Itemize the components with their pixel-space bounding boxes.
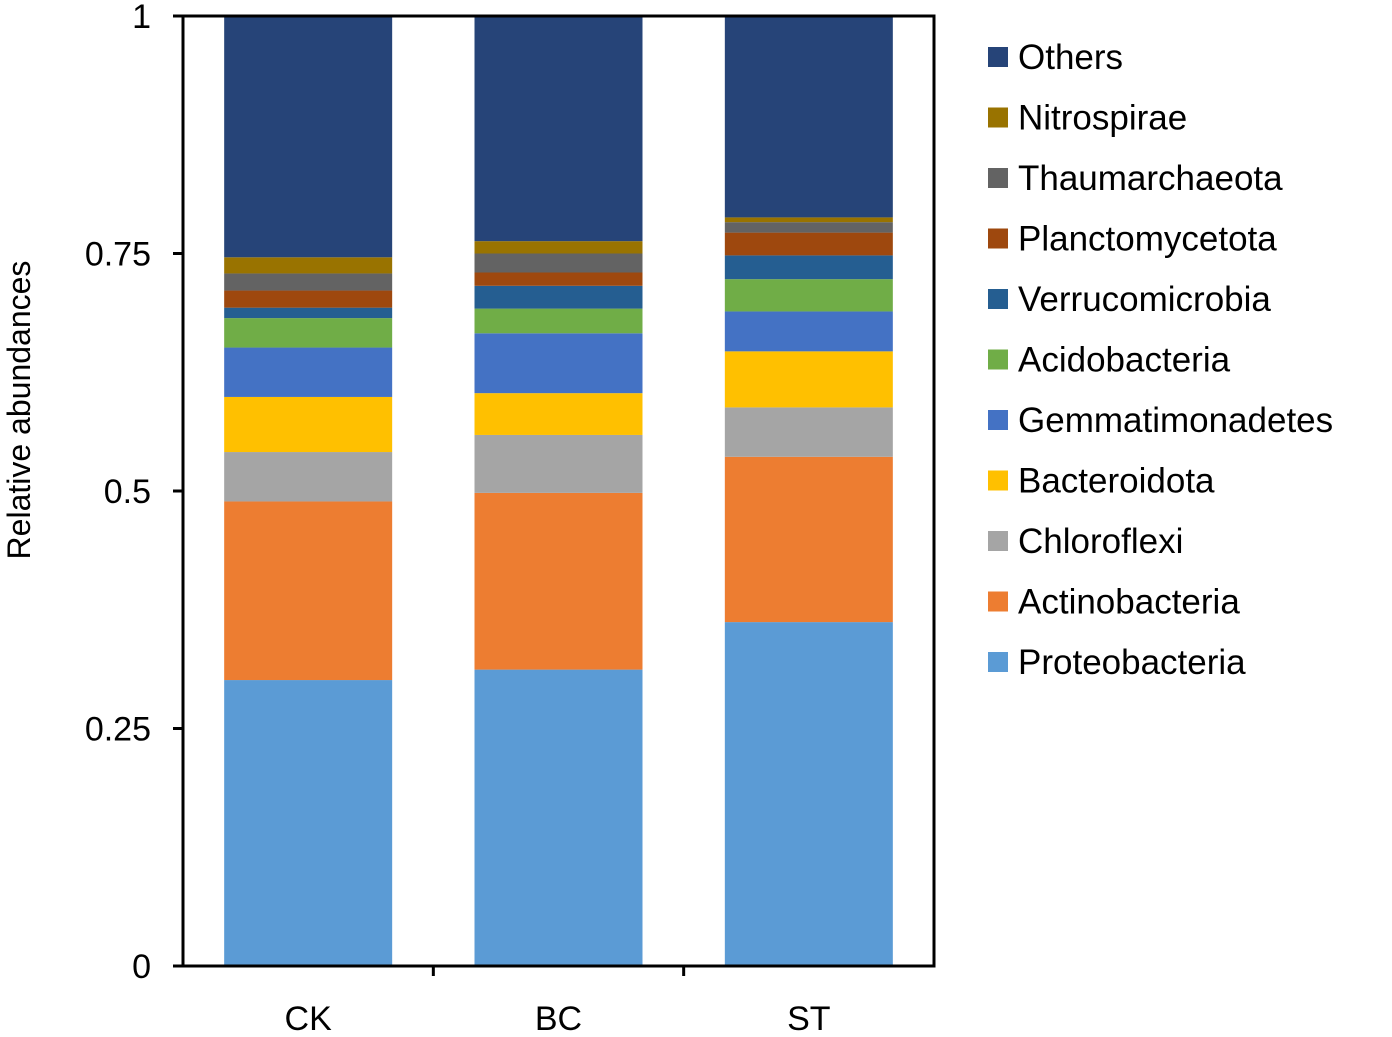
y-tick-label: 0.75 — [85, 236, 151, 274]
y-tick-label: 0.25 — [85, 711, 151, 749]
x-tick-label: CK — [285, 1000, 333, 1032]
bar-segment-ck-nitrospirae — [224, 257, 393, 274]
legend-swatch-thaumarchaeota — [988, 168, 1008, 188]
bar-segment-ck-thaumarchaeota — [224, 273, 393, 291]
bar-segment-ck-chloroflexi — [224, 452, 393, 502]
legend-swatch-nitrospirae — [988, 107, 1008, 128]
x-tick-label: BC — [535, 1000, 582, 1032]
legend-swatch-others — [988, 47, 1008, 67]
legend-label-bacteroidota: Bacteroidota — [1018, 462, 1215, 501]
bar-segment-bc-chloroflexi — [474, 434, 643, 493]
bar-segment-ck-planctomycetota — [224, 290, 393, 308]
bar-segment-ck-proteobacteria — [224, 680, 393, 966]
bar-segment-st-gemmatimonadetes — [724, 311, 893, 352]
legend-swatch-verrucomicrobia — [988, 289, 1008, 309]
bar-segment-bc-actinobacteria — [474, 492, 643, 670]
bar-segment-ck-verrucomicrobia — [224, 307, 393, 319]
bar-segment-st-actinobacteria — [724, 456, 893, 623]
legend-swatch-chloroflexi — [988, 531, 1008, 551]
bar-segment-bc-bacteroidota — [474, 393, 643, 435]
bar-segment-st-acidobacteria — [724, 279, 893, 312]
legend-label-actinobacteria: Actinobacteria — [1018, 583, 1240, 622]
legend-swatch-proteobacteria — [988, 652, 1008, 672]
bar-segment-ck-bacteroidota — [224, 396, 393, 453]
legend: Others Nitrospirae Thaumarchaeota Planctomy… — [988, 38, 1333, 682]
bar-segment-ck-acidobacteria — [224, 318, 393, 348]
bar-segment-bc-acidobacteria — [474, 308, 643, 334]
legend-swatch-bacteroidota — [988, 470, 1008, 491]
bar-segment-ck-gemmatimonadetes — [224, 347, 393, 397]
bar-segment-bc-thaumarchaeota — [474, 253, 643, 273]
legend-swatch-planctomycetota — [988, 228, 1008, 249]
legend-label-nitrospirae: Nitrospirae — [1018, 99, 1187, 138]
legend-swatch-actinobacteria — [988, 591, 1008, 612]
y-axis-title: Relative abundances — [1, 261, 37, 560]
y-tick-label: 0.5 — [104, 473, 151, 511]
legend-label-proteobacteria: Proteobacteria — [1018, 643, 1246, 682]
legend-swatch-gemmatimonadetes — [988, 410, 1008, 430]
bar-segment-bc-nitrospirae — [474, 241, 643, 254]
bar-segment-st-planctomycetota — [724, 232, 893, 256]
legend-label-acidobacteria: Acidobacteria — [1018, 341, 1231, 380]
x-tick-label: ST — [787, 1000, 830, 1032]
bar-segment-st-chloroflexi — [724, 407, 893, 457]
legend-swatch-acidobacteria — [988, 349, 1008, 370]
bar-segment-bc-proteobacteria — [474, 669, 643, 966]
bar-segment-st-verrucomicrobia — [724, 255, 893, 280]
bar-segment-bc-verrucomicrobia — [474, 285, 643, 309]
bar-segment-ck-others — [224, 16, 393, 258]
legend-label-others: Others — [1018, 38, 1123, 77]
bars-layer — [224, 16, 893, 966]
legend-label-planctomycetota: Planctomycetota — [1018, 220, 1277, 259]
y-tick-label: 0 — [132, 948, 151, 986]
legend-label-thaumarchaeota: Thaumarchaeota — [1018, 159, 1283, 198]
legend-label-chloroflexi: Chloroflexi — [1018, 522, 1183, 561]
bar-segment-st-bacteroidota — [724, 351, 893, 408]
y-tick-label: 1 — [132, 0, 151, 36]
axes-layer: CK BC ST 0 0.25 0.5 0.75 1 — [85, 0, 936, 1037]
legend-label-gemmatimonadetes: Gemmatimonadetes — [1018, 401, 1333, 440]
bar-segment-bc-others — [474, 16, 643, 242]
bar-segment-st-nitrospirae — [724, 217, 893, 223]
bar-segment-bc-gemmatimonadetes — [474, 333, 643, 394]
bar-segment-st-others — [724, 16, 893, 218]
bar-segment-st-thaumarchaeota — [724, 222, 893, 233]
bar-segment-bc-planctomycetota — [474, 272, 643, 286]
legend-label-verrucomicrobia: Verrucomicrobia — [1018, 280, 1271, 319]
bar-segment-ck-actinobacteria — [224, 501, 393, 681]
bar-segment-st-proteobacteria — [724, 622, 893, 966]
